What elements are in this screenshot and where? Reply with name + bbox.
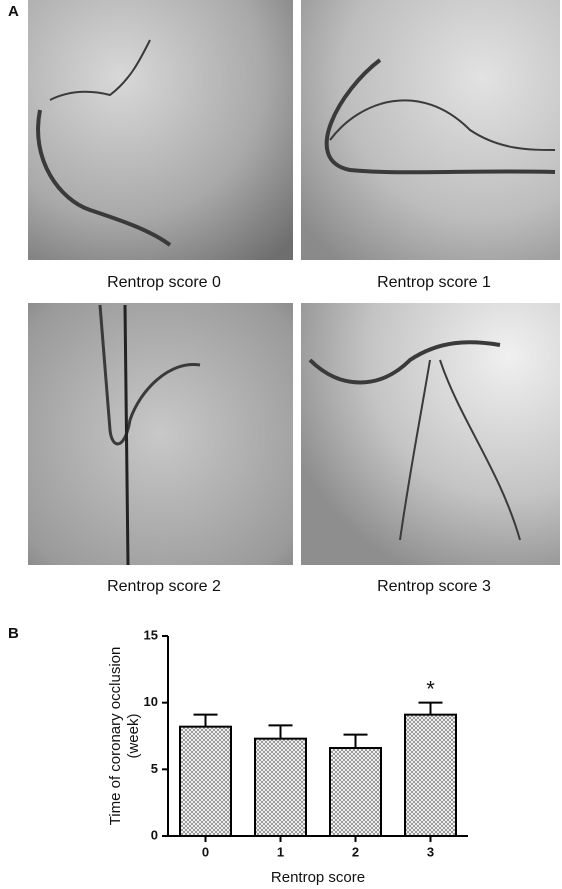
- error-bar: [343, 733, 368, 748]
- vessel: [399, 359, 521, 541]
- y-axis-label: Time of coronary occlusion: [107, 647, 124, 826]
- error-bar: [268, 724, 293, 739]
- y-tick-label: 5: [151, 761, 158, 776]
- x-tick-label: 3: [427, 844, 434, 859]
- annotation: *: [426, 676, 435, 701]
- angiogram: [301, 0, 560, 260]
- y-tick-label: 0: [151, 827, 158, 842]
- bar: [179, 725, 232, 838]
- x-tick-label: 2: [352, 844, 359, 859]
- error-bar: [193, 713, 218, 727]
- vessel: [98, 304, 201, 446]
- vessel: [329, 99, 556, 151]
- caption: Rentrop score 0: [107, 274, 221, 291]
- x-axis-label: Rentrop score: [271, 869, 365, 886]
- bar-chart: 0 5 10 15 0 1 2 3 * Rentrop score Time of coronary…: [107, 627, 468, 886]
- vessel: [36, 109, 172, 247]
- vessel: [308, 340, 501, 385]
- error-bar: [418, 701, 443, 715]
- caption: Rentrop score 2: [107, 578, 221, 595]
- angiogram: [301, 303, 560, 565]
- caption: Rentrop score 3: [377, 578, 491, 595]
- y-tick-label: 10: [144, 694, 158, 709]
- caption: Rentrop score 1: [377, 274, 491, 291]
- panel-label: B: [8, 625, 19, 642]
- vessel: [324, 58, 556, 175]
- y-axis-label: (week): [125, 713, 142, 758]
- bar: [404, 713, 457, 838]
- panel-label: A: [8, 3, 19, 20]
- x-tick-label: 0: [202, 844, 209, 859]
- bar: [254, 737, 307, 838]
- bar: [329, 747, 382, 837]
- angiograms: [28, 0, 560, 566]
- angiogram: [28, 0, 293, 260]
- angiogram: [28, 303, 293, 565]
- catheter: [123, 304, 130, 566]
- x-tick-label: 1: [277, 844, 284, 859]
- y-tick-label: 15: [144, 627, 158, 642]
- vessel: [49, 39, 151, 101]
